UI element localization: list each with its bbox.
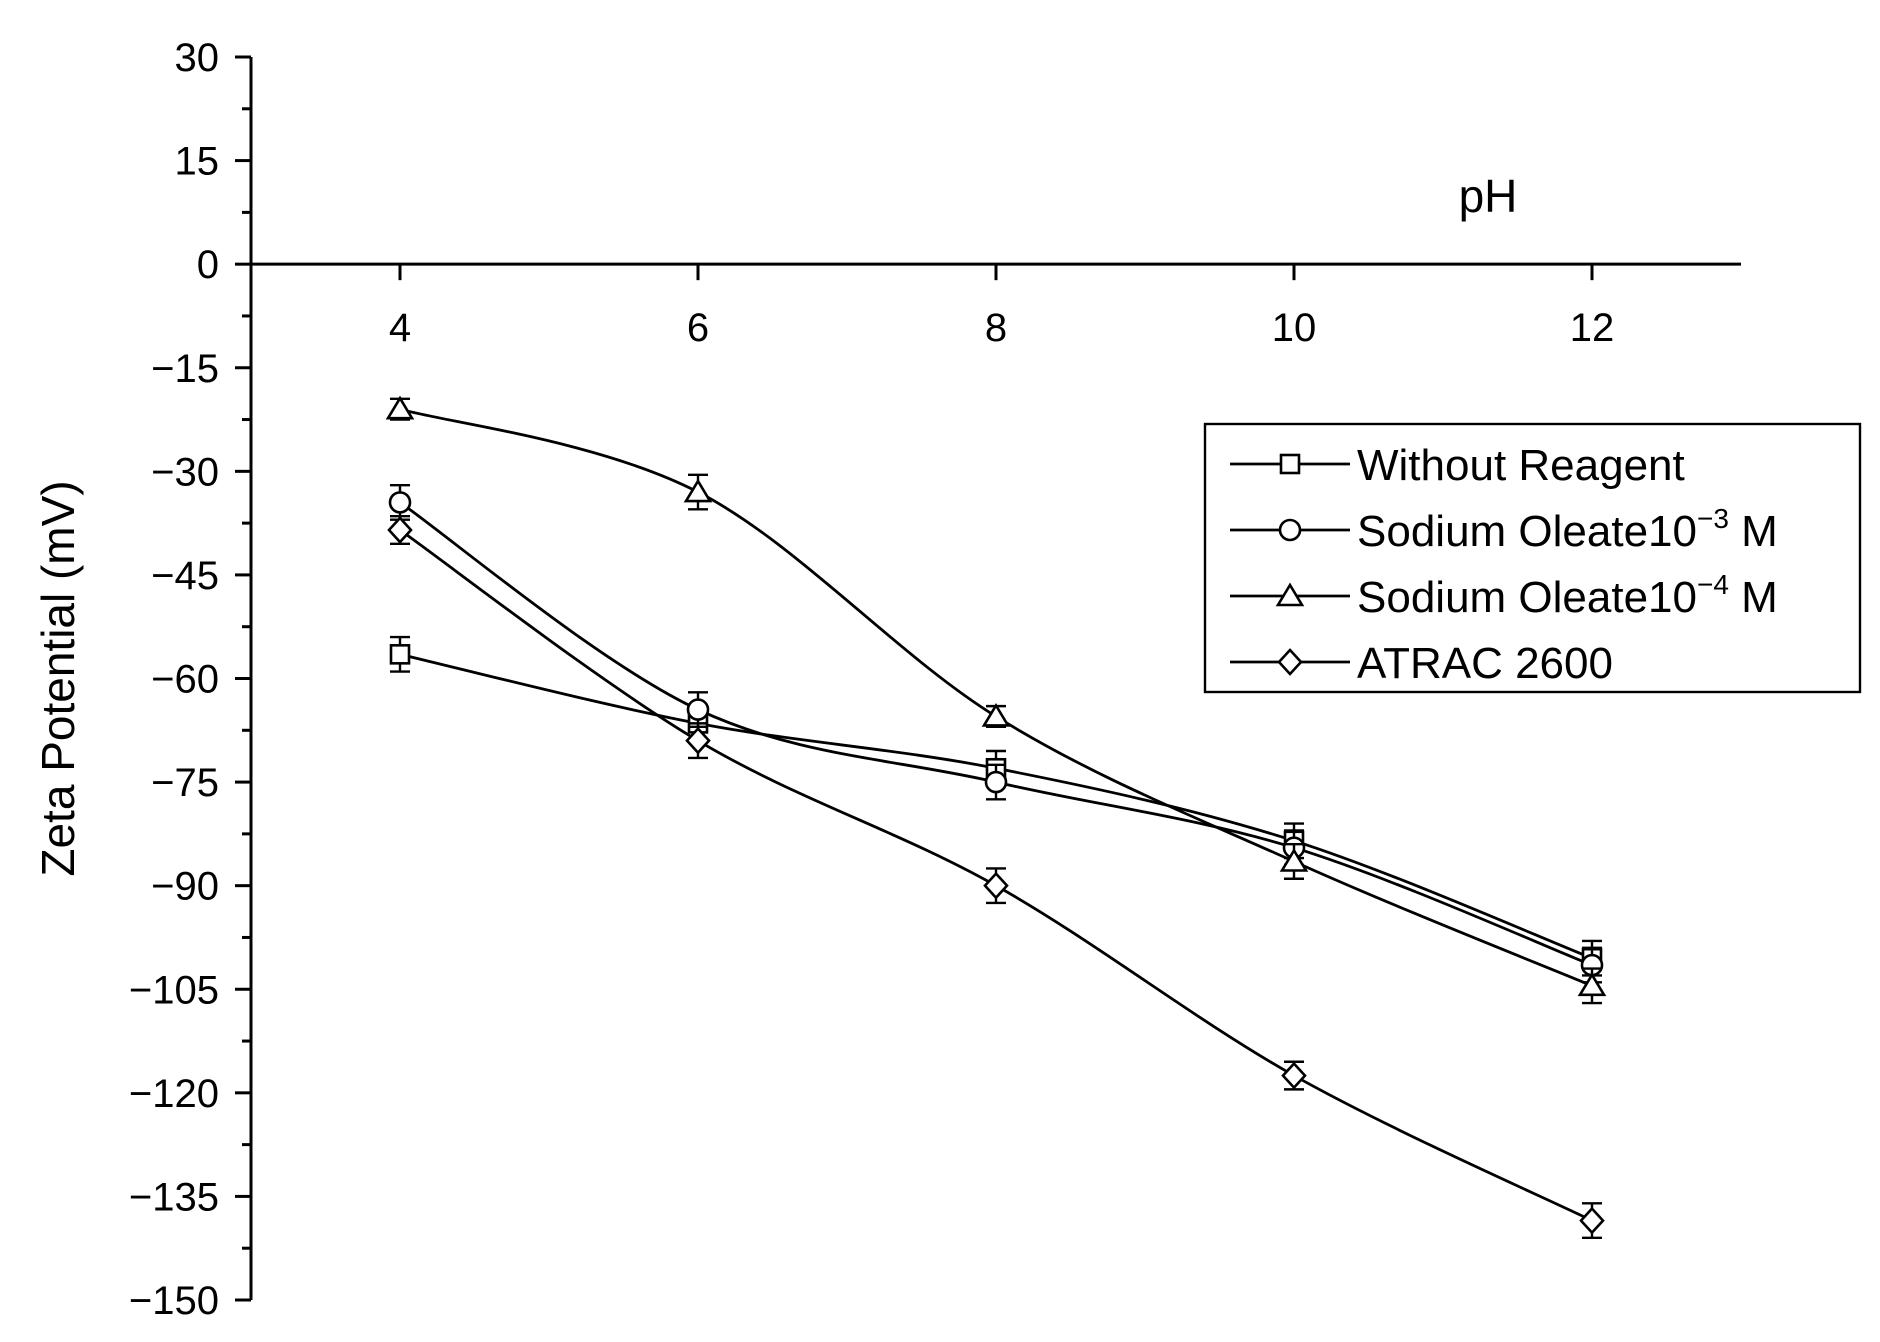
data-point — [1579, 1206, 1605, 1235]
data-point — [1279, 847, 1309, 872]
y-tick-label: −75 — [151, 761, 219, 805]
y-tick-label: 30 — [175, 36, 220, 80]
data-point — [389, 644, 411, 665]
y-axis-title: Zeta Potential (mV) — [32, 480, 84, 876]
legend-label-superscript: −4 — [1697, 569, 1729, 600]
data-point — [685, 726, 711, 755]
legend-box — [1203, 422, 1862, 694]
data-point — [981, 702, 1011, 727]
legend-marker — [1277, 648, 1303, 676]
y-tick-label: −105 — [129, 968, 219, 1012]
x-tick-label: 12 — [1570, 306, 1615, 350]
legend-label-unit: M — [1729, 573, 1778, 622]
legend-label: Sodium Oleate10−4 M — [1357, 569, 1778, 622]
x-axis-title: pH — [1459, 170, 1518, 222]
series-triangle — [385, 395, 1607, 1005]
legend-label-main: Without Reagent — [1357, 441, 1685, 490]
series-diamond — [387, 515, 1605, 1240]
legend-label-unit: M — [1729, 507, 1778, 556]
legend-marker — [1278, 518, 1302, 542]
legend-label-superscript: −3 — [1697, 503, 1729, 534]
legend-label: Sodium Oleate10−3 M — [1357, 503, 1778, 556]
y-tick-label: −60 — [151, 658, 219, 702]
x-tick-label: 10 — [1272, 306, 1317, 350]
legend-label: Without Reagent — [1357, 441, 1685, 490]
legend-marker — [1279, 453, 1301, 475]
y-tick-label: −45 — [151, 554, 219, 598]
legend-marker — [1275, 582, 1305, 607]
x-tick-label: 6 — [687, 306, 709, 350]
legend-label-main: Sodium Oleate10 — [1357, 573, 1697, 622]
y-tick-label: 15 — [175, 140, 220, 184]
data-point — [1281, 1061, 1307, 1090]
axes-layer: 30 15 0 −15 −30 −45 −60 −75 −90 −105 −120 −135 −150 4… — [32, 36, 1741, 1323]
data-point — [686, 698, 710, 721]
y-tick-label: −30 — [151, 450, 219, 494]
data-point — [1577, 972, 1607, 997]
data-point — [387, 516, 413, 544]
data-point — [388, 491, 412, 514]
data-point — [984, 770, 1008, 794]
x-tick-label: 4 — [389, 306, 411, 350]
x-tick-label: 8 — [985, 306, 1007, 350]
data-point — [683, 478, 713, 503]
legend-label: ATRAC 2600 — [1357, 639, 1613, 688]
y-tick-label: −150 — [129, 1279, 219, 1323]
y-tick-label: −90 — [151, 865, 219, 909]
y-tick-label: −120 — [129, 1072, 219, 1116]
legend-label-main: ATRAC 2600 — [1357, 639, 1613, 688]
y-tick-label: −135 — [129, 1175, 219, 1219]
data-point — [983, 871, 1009, 900]
legend-label-main: Sodium Oleate10 — [1357, 507, 1697, 556]
series-layer — [385, 395, 1607, 1240]
y-tick-label: 0 — [197, 243, 219, 287]
y-tick-label: −15 — [151, 347, 219, 391]
data-point — [385, 395, 415, 420]
